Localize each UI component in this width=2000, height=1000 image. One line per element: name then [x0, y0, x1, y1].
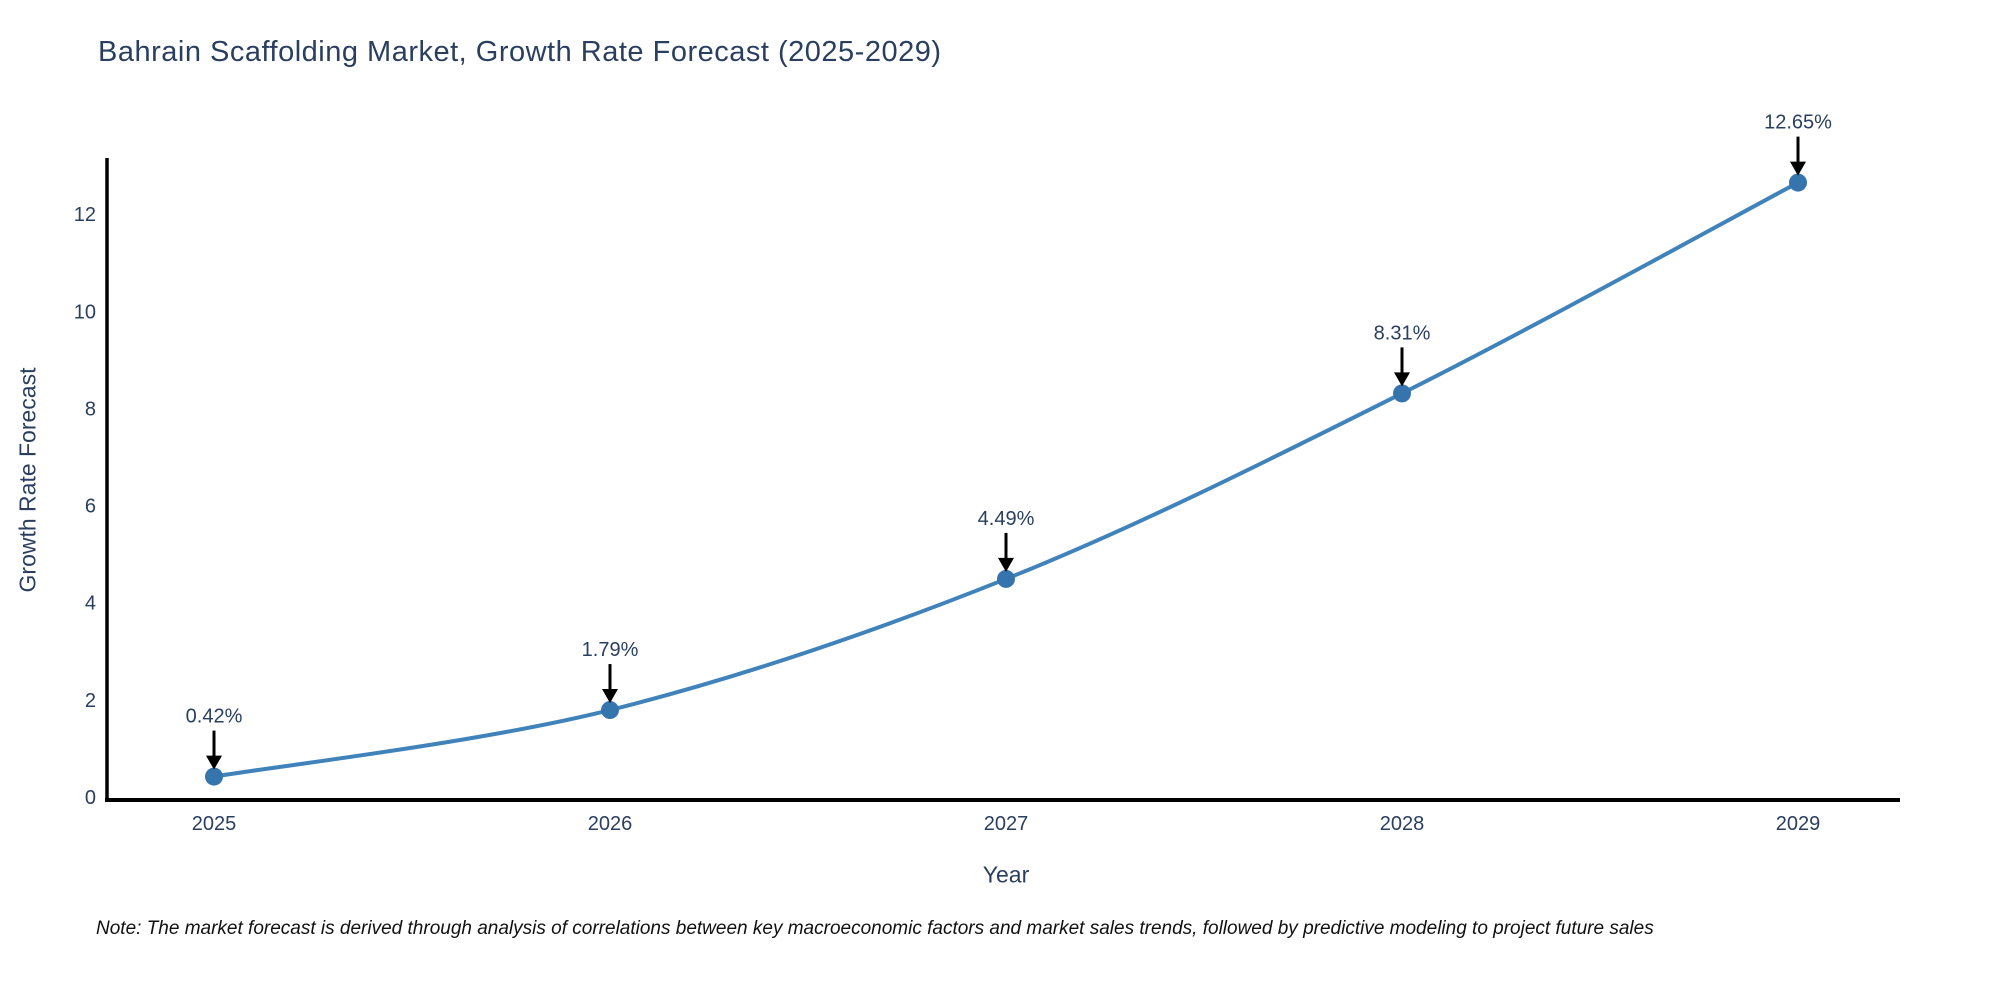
series-line — [212, 180, 1800, 779]
annotation-label: 12.65% — [1764, 112, 1832, 134]
annotation-label: 8.31% — [1374, 322, 1431, 344]
x-tick-label: 2025 — [192, 813, 237, 835]
x-axis-title: Year — [982, 861, 1030, 888]
y-tick-label: 6 — [85, 496, 96, 518]
annotation-label: 1.79% — [582, 639, 639, 661]
x-tick-label: 2029 — [1776, 813, 1821, 835]
y-tick-label: 4 — [85, 593, 96, 615]
data-point-2027 — [997, 569, 1015, 588]
annotation-arrow-head — [602, 689, 618, 704]
x-tick-label: 2026 — [588, 813, 633, 835]
y-tick-label: 12 — [74, 204, 96, 226]
annotation-arrow-head — [998, 557, 1014, 572]
data-point-2025 — [205, 767, 223, 786]
annotation-arrow-head — [1394, 372, 1410, 387]
y-tick-label: 0 — [85, 787, 96, 809]
chart-title: Bahrain Scaffolding Market, Growth Rate … — [98, 36, 942, 68]
y-tick-label: 8 — [85, 398, 96, 420]
y-tick-label: 2 — [85, 690, 96, 712]
annotation-label: 0.42% — [186, 706, 243, 728]
annotation-label: 4.49% — [978, 508, 1035, 530]
y-tick-label: 10 — [74, 301, 96, 323]
x-tick-label: 2027 — [984, 813, 1029, 835]
footnote: Note: The market forecast is derived thr… — [96, 918, 1654, 939]
data-point-2029 — [1789, 173, 1807, 192]
x-tick-label: 2028 — [1380, 813, 1425, 835]
data-point-2028 — [1393, 384, 1411, 403]
annotation-arrow-head — [206, 755, 222, 770]
annotation-arrow-head — [1790, 161, 1806, 176]
y-axis-title: Growth Rate Forecast — [14, 367, 41, 593]
data-point-2026 — [601, 701, 619, 720]
